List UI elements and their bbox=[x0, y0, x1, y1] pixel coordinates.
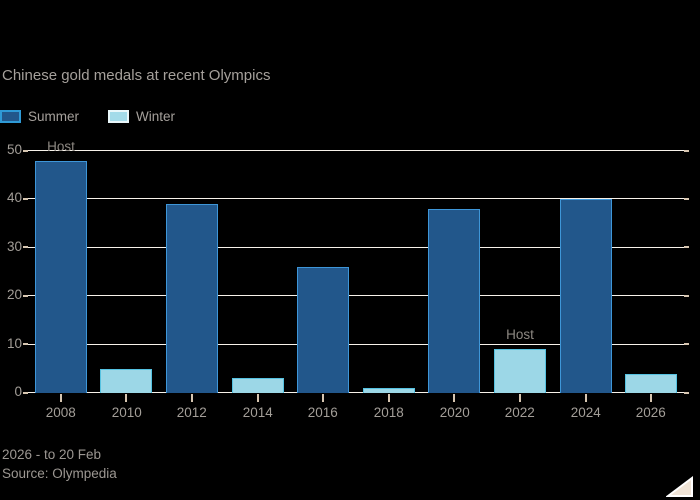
y-axis-label-0: 0 bbox=[14, 384, 22, 399]
x-axis-tick-2008 bbox=[60, 394, 62, 402]
x-axis-label-2024: 2024 bbox=[570, 405, 601, 420]
x-axis-label-2020: 2020 bbox=[439, 405, 470, 420]
y-axis-label-30: 30 bbox=[6, 238, 22, 254]
bar-2018 bbox=[363, 388, 415, 393]
bar-2010 bbox=[100, 369, 152, 393]
y-axis-tick-right-40 bbox=[684, 197, 689, 200]
chart-title: Chinese gold medals at recent Olympics bbox=[2, 67, 271, 84]
footer-note: 2026 - to 20 Feb bbox=[2, 447, 102, 462]
y-axis-tick-right-10 bbox=[684, 343, 689, 346]
bar-2016 bbox=[297, 267, 349, 393]
legend-label-summer: Summer bbox=[28, 109, 80, 124]
y-axis-tick-left-10 bbox=[23, 343, 28, 346]
bar-2012 bbox=[166, 204, 218, 393]
x-axis-label-2016: 2016 bbox=[307, 405, 338, 420]
bar-2020 bbox=[428, 209, 480, 393]
y-axis-tick-left-20 bbox=[23, 294, 28, 297]
gridline-0 bbox=[28, 392, 684, 393]
legend-label-winter: Winter bbox=[136, 109, 176, 124]
summer-swatch-icon bbox=[0, 110, 21, 123]
host-annotation-2022: Host bbox=[506, 327, 534, 342]
x-axis-label-2018: 2018 bbox=[373, 405, 404, 420]
x-axis-tick-2016 bbox=[322, 394, 324, 402]
x-axis-tick-2024 bbox=[585, 394, 587, 402]
y-axis-tick-right-0 bbox=[684, 391, 689, 394]
x-axis-label-2026: 2026 bbox=[635, 405, 666, 420]
x-axis-tick-2012 bbox=[191, 394, 193, 402]
y-axis-tick-right-50 bbox=[684, 149, 689, 152]
x-axis-tick-2018 bbox=[388, 394, 390, 402]
gridline-30 bbox=[28, 246, 684, 248]
x-axis-label-2022: 2022 bbox=[504, 405, 535, 420]
y-axis-tick-left-50 bbox=[23, 149, 28, 152]
host-annotation-2008: Host bbox=[47, 139, 75, 154]
legend-item-winter: Winter bbox=[108, 109, 175, 124]
bar-2022 bbox=[494, 349, 546, 393]
gridline-50 bbox=[28, 150, 684, 151]
y-axis-tick-right-30 bbox=[684, 246, 689, 249]
gridline-20 bbox=[28, 295, 684, 297]
y-axis-label-50: 50 bbox=[6, 142, 22, 157]
x-axis-tick-2014 bbox=[257, 394, 259, 402]
x-axis-tick-2010 bbox=[125, 394, 127, 402]
y-axis-tick-left-0 bbox=[23, 391, 28, 394]
x-axis-tick-2020 bbox=[453, 394, 455, 402]
bar-2008 bbox=[35, 161, 87, 393]
x-axis-label-2012: 2012 bbox=[176, 405, 207, 420]
y-axis-label-40: 40 bbox=[6, 190, 22, 206]
y-axis-tick-left-30 bbox=[23, 246, 28, 249]
bar-2024 bbox=[560, 199, 612, 393]
x-axis-label-2010: 2010 bbox=[111, 405, 142, 420]
y-axis-label-10: 10 bbox=[6, 335, 22, 351]
bar-2014 bbox=[232, 378, 284, 393]
x-axis-tick-2022 bbox=[519, 394, 521, 402]
y-axis-tick-left-40 bbox=[23, 197, 28, 200]
y-axis-tick-right-20 bbox=[684, 294, 689, 297]
x-axis-label-2008: 2008 bbox=[45, 405, 76, 420]
x-axis-tick-2026 bbox=[650, 394, 652, 402]
brand-triangle-icon bbox=[666, 476, 693, 497]
footer-source: Source: Olympedia bbox=[2, 466, 117, 481]
winter-swatch-icon bbox=[108, 110, 129, 123]
gridline-40 bbox=[28, 198, 684, 200]
x-axis-label-2014: 2014 bbox=[242, 405, 273, 420]
legend-item-summer: Summer bbox=[0, 109, 79, 124]
gridline-10 bbox=[28, 343, 684, 345]
bar-2026 bbox=[625, 374, 677, 393]
y-axis-label-20: 20 bbox=[6, 287, 22, 303]
